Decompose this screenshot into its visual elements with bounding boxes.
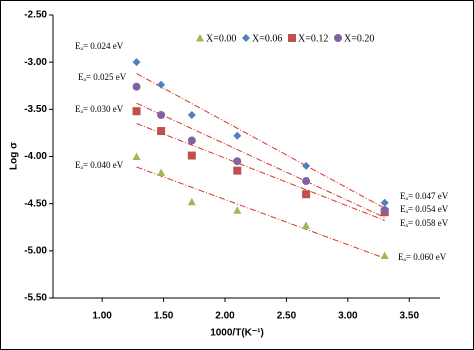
- trend-line: [136, 166, 385, 259]
- x-axis-title: 1000/T(K⁻¹): [210, 328, 264, 339]
- point: [157, 127, 166, 136]
- point: [132, 82, 141, 91]
- point: [132, 58, 141, 67]
- legend-marker: [288, 34, 296, 42]
- legend-label: X=0.06: [252, 33, 282, 44]
- annotation: Eₐ= 0.060 eV: [398, 252, 447, 262]
- y-tick-label: -5.50: [24, 293, 47, 304]
- point: [157, 110, 166, 119]
- point: [380, 251, 389, 260]
- point: [233, 166, 242, 175]
- x-tick-label: 2.00: [215, 311, 235, 322]
- legend-marker: [334, 34, 342, 42]
- annotation: Eₐ= 0.054 eV: [400, 204, 449, 214]
- trend-line: [136, 102, 385, 218]
- trend-line: [136, 73, 385, 209]
- legend-label: X=0.20: [344, 33, 374, 44]
- y-tick-label: -4.00: [24, 151, 47, 162]
- point: [380, 198, 389, 207]
- point: [132, 107, 141, 116]
- y-tick-label: -4.50: [24, 198, 47, 209]
- x-tick-label: 1.00: [92, 311, 112, 322]
- legend-marker: [242, 34, 250, 42]
- point: [233, 206, 242, 214]
- legend-label: X=0.00: [206, 33, 236, 44]
- point: [233, 157, 242, 166]
- annotation: Eₐ= 0.040 eV: [75, 160, 124, 170]
- point: [302, 161, 311, 170]
- annotation: Eₐ= 0.030 eV: [75, 104, 124, 114]
- point: [157, 168, 166, 177]
- point: [380, 206, 389, 215]
- annotation: Eₐ= 0.024 eV: [75, 41, 124, 51]
- point: [187, 136, 196, 145]
- y-tick-label: -3.50: [24, 104, 47, 115]
- trend-line: [136, 123, 385, 221]
- point: [132, 152, 141, 160]
- annotation: Eₐ= 0.047 eV: [400, 191, 449, 201]
- point: [187, 151, 196, 160]
- point: [187, 197, 196, 206]
- y-tick-label: -5.00: [24, 245, 47, 256]
- point: [233, 131, 242, 140]
- y-tick-label: -2.50: [24, 10, 47, 21]
- point: [187, 110, 196, 119]
- legend-label: X=0.12: [298, 33, 328, 44]
- legend-marker: [196, 34, 204, 42]
- y-tick-label: -3.00: [24, 57, 47, 68]
- point: [302, 190, 311, 199]
- x-tick-label: 3.50: [400, 311, 420, 322]
- y-axis-title: Log σ: [9, 142, 20, 170]
- x-tick-label: 1.50: [154, 311, 174, 322]
- annotation: Eₐ= 0.058 eV: [400, 218, 449, 228]
- point: [157, 80, 166, 89]
- point: [302, 221, 311, 229]
- point: [302, 177, 311, 186]
- annotation: Eₐ= 0.025 eV: [78, 72, 127, 82]
- x-tick-label: 2.50: [277, 311, 297, 322]
- x-tick-label: 3.00: [338, 311, 358, 322]
